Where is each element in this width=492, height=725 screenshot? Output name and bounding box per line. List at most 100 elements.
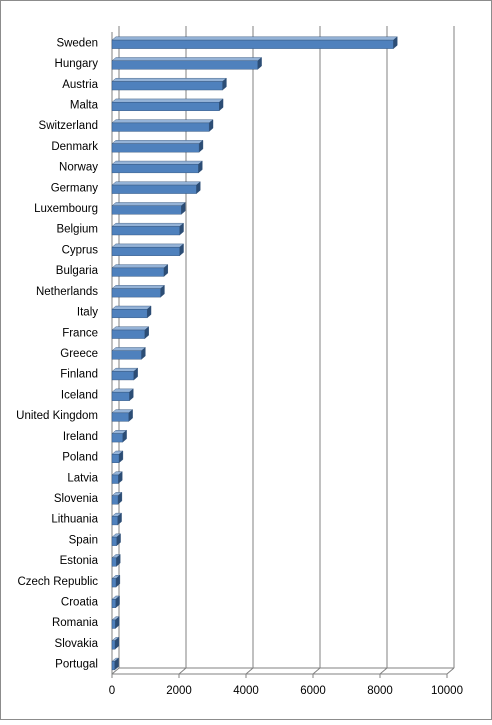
category-label: Croatia (61, 597, 99, 609)
bar-front-face (111, 81, 223, 91)
category-label: Belgium (56, 224, 98, 236)
gridline-floor (446, 667, 455, 675)
category-label: Spain (69, 534, 98, 546)
bar (111, 305, 152, 319)
bar-front-face (111, 495, 119, 505)
bar-top-face (111, 140, 204, 144)
bar-front-face (111, 205, 182, 215)
category-label: Slovakia (55, 638, 99, 650)
bar (111, 636, 120, 650)
bar-front-face (111, 102, 220, 111)
gridline-floor (245, 667, 254, 675)
bar-front-face (111, 474, 119, 484)
bar (111, 388, 134, 402)
bar-front-face (111, 60, 258, 70)
bar (111, 554, 121, 567)
bar (111, 409, 134, 422)
bar (111, 57, 263, 70)
gridline-floor (312, 667, 321, 675)
bar-top-face (111, 243, 185, 248)
category-label: Portugal (55, 659, 98, 671)
x-tick-label: 4000 (233, 685, 259, 697)
bar (111, 574, 121, 588)
category-label: Hungary (55, 58, 99, 70)
bar (111, 284, 165, 298)
bar-front-face (111, 288, 161, 298)
bar-front-face (111, 578, 117, 588)
bar-top-face (111, 57, 263, 62)
bar-top-face (111, 202, 186, 206)
category-label: Netherlands (36, 286, 98, 298)
category-label: Poland (62, 452, 98, 464)
category-label: Switzerland (39, 120, 98, 132)
axis-corner (111, 667, 120, 675)
bar-front-face (111, 599, 116, 608)
category-label: Latvia (67, 472, 98, 484)
x-tick-label: 2000 (166, 685, 192, 697)
category-label: Estonia (60, 555, 99, 567)
bar-front-face (111, 454, 120, 463)
bar-top-face (111, 160, 203, 165)
category-label: Malta (70, 99, 99, 111)
bar-front-face (111, 350, 142, 360)
bar (111, 347, 146, 360)
gridline-floor (178, 667, 187, 675)
category-label: Luxembourg (34, 203, 98, 215)
category-label: Italy (77, 307, 98, 319)
bar-front-face (111, 640, 116, 650)
x-tick-labels: 0 2000 4000 6000 8000 10000 (109, 685, 463, 697)
bar-front-face (111, 661, 115, 671)
category-label: Denmark (51, 141, 98, 153)
bar (111, 243, 185, 257)
bar (111, 264, 169, 277)
bar-front-face (111, 391, 130, 401)
bar-front-face (111, 412, 129, 422)
bar-front-face (111, 536, 117, 546)
bar-front-face (111, 329, 146, 339)
category-label: Austria (62, 79, 98, 91)
bar-top-face (111, 119, 214, 124)
category-label: Ireland (63, 431, 98, 443)
bar-top-face (111, 326, 150, 331)
category-label: Slovenia (54, 493, 99, 505)
category-label: Germany (51, 182, 99, 194)
gridline-floor (379, 667, 388, 675)
bar (111, 181, 201, 195)
bar-top-face (111, 98, 224, 103)
bar (111, 657, 120, 671)
bar-top-face (111, 181, 201, 186)
bar (111, 491, 123, 505)
category-label: Cyprus (62, 244, 99, 256)
bar-front-face (111, 164, 199, 174)
bar (111, 429, 128, 443)
category-label: Lithuania (51, 514, 98, 526)
category-labels: Sweden Hungary Austria Malta Switzerland Denm… (16, 37, 98, 670)
bars (111, 36, 398, 671)
bar-front-face (111, 433, 123, 443)
bar (111, 450, 124, 464)
bar-top-face (111, 305, 152, 310)
bar-front-face (111, 39, 394, 49)
bar (111, 160, 203, 174)
bar (111, 616, 120, 629)
bar (111, 595, 121, 609)
bar (111, 98, 224, 112)
bar-top-face (111, 264, 169, 269)
gridlines (178, 26, 455, 675)
x-tick-label: 10000 (431, 685, 463, 697)
x-tick-label: 8000 (367, 685, 393, 697)
bar-top-face (111, 285, 165, 289)
bar (111, 222, 185, 236)
bar-top-face (111, 222, 185, 227)
category-label: Romania (52, 617, 99, 629)
bar-top-face (111, 78, 227, 82)
bar-top-face (111, 367, 139, 372)
bar (111, 77, 227, 91)
bar (111, 326, 150, 339)
bar (111, 533, 122, 547)
bar (111, 202, 186, 215)
bar (111, 36, 398, 50)
bar (111, 471, 123, 484)
